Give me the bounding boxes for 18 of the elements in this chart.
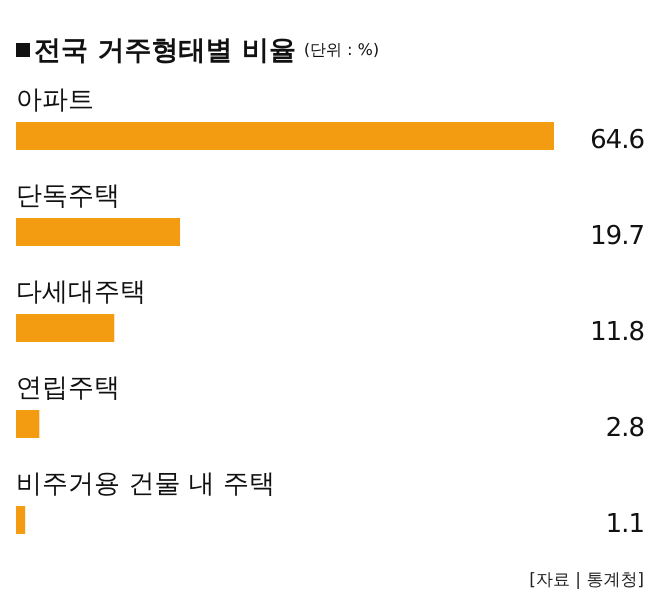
data-label: 2.8 [606,413,644,443]
data-label: 11.8 [590,317,644,347]
y-tick-label: 연립주택 [16,373,120,403]
bar [16,314,114,342]
text: [자료 | 통계청] [528,569,645,591]
bar [16,410,40,438]
data-label: 19.7 [590,221,644,251]
y-tick-label: 단독주택 [16,181,120,211]
bar [16,218,180,246]
bar [16,506,26,534]
chart-title: 전국 거주형태별 비율 [34,34,296,68]
chart-subtitle: (단위 : %) [304,40,380,60]
bar [16,122,554,150]
y-tick-label: 다세대주택 [16,277,146,307]
y-tick-label: 비주거용 건물 내 주택 [16,469,275,499]
data-label: 1.1 [606,509,644,539]
data-label: 64.6 [590,125,644,155]
y-tick-label: 아파트 [16,85,94,115]
